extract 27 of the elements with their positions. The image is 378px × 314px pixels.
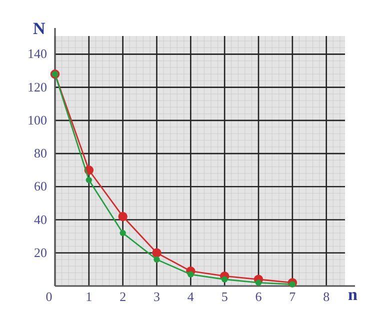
x-tick-label: 2 xyxy=(120,289,126,304)
x-tick-label: 1 xyxy=(86,289,92,304)
x-tick-label: 0 xyxy=(46,289,52,304)
point xyxy=(221,276,228,282)
point xyxy=(152,248,162,258)
x-tick-label: 3 xyxy=(154,289,160,304)
x-tick-label: 6 xyxy=(255,289,262,304)
y-axis-title: N xyxy=(33,19,46,38)
y-tick-label: 140 xyxy=(28,46,47,62)
x-tick-label: 4 xyxy=(187,289,194,304)
y-tick-label: 120 xyxy=(28,79,47,94)
x-axis-title: n xyxy=(348,285,358,304)
y-tick-label: 60 xyxy=(34,178,47,194)
y-tick-label: 80 xyxy=(34,146,47,161)
y-tick-label: 20 xyxy=(34,244,47,260)
point xyxy=(86,176,92,184)
y-tick-label: 40 xyxy=(34,212,47,227)
x-tick-label: 8 xyxy=(323,289,330,304)
point xyxy=(154,256,160,263)
x-tick-label: 7 xyxy=(289,289,296,304)
point xyxy=(289,281,296,288)
x-tick-label: 5 xyxy=(221,289,228,304)
point xyxy=(120,230,126,236)
point xyxy=(188,271,194,278)
point xyxy=(255,280,262,286)
point xyxy=(118,212,128,222)
y-tick-label: 100 xyxy=(28,112,47,128)
